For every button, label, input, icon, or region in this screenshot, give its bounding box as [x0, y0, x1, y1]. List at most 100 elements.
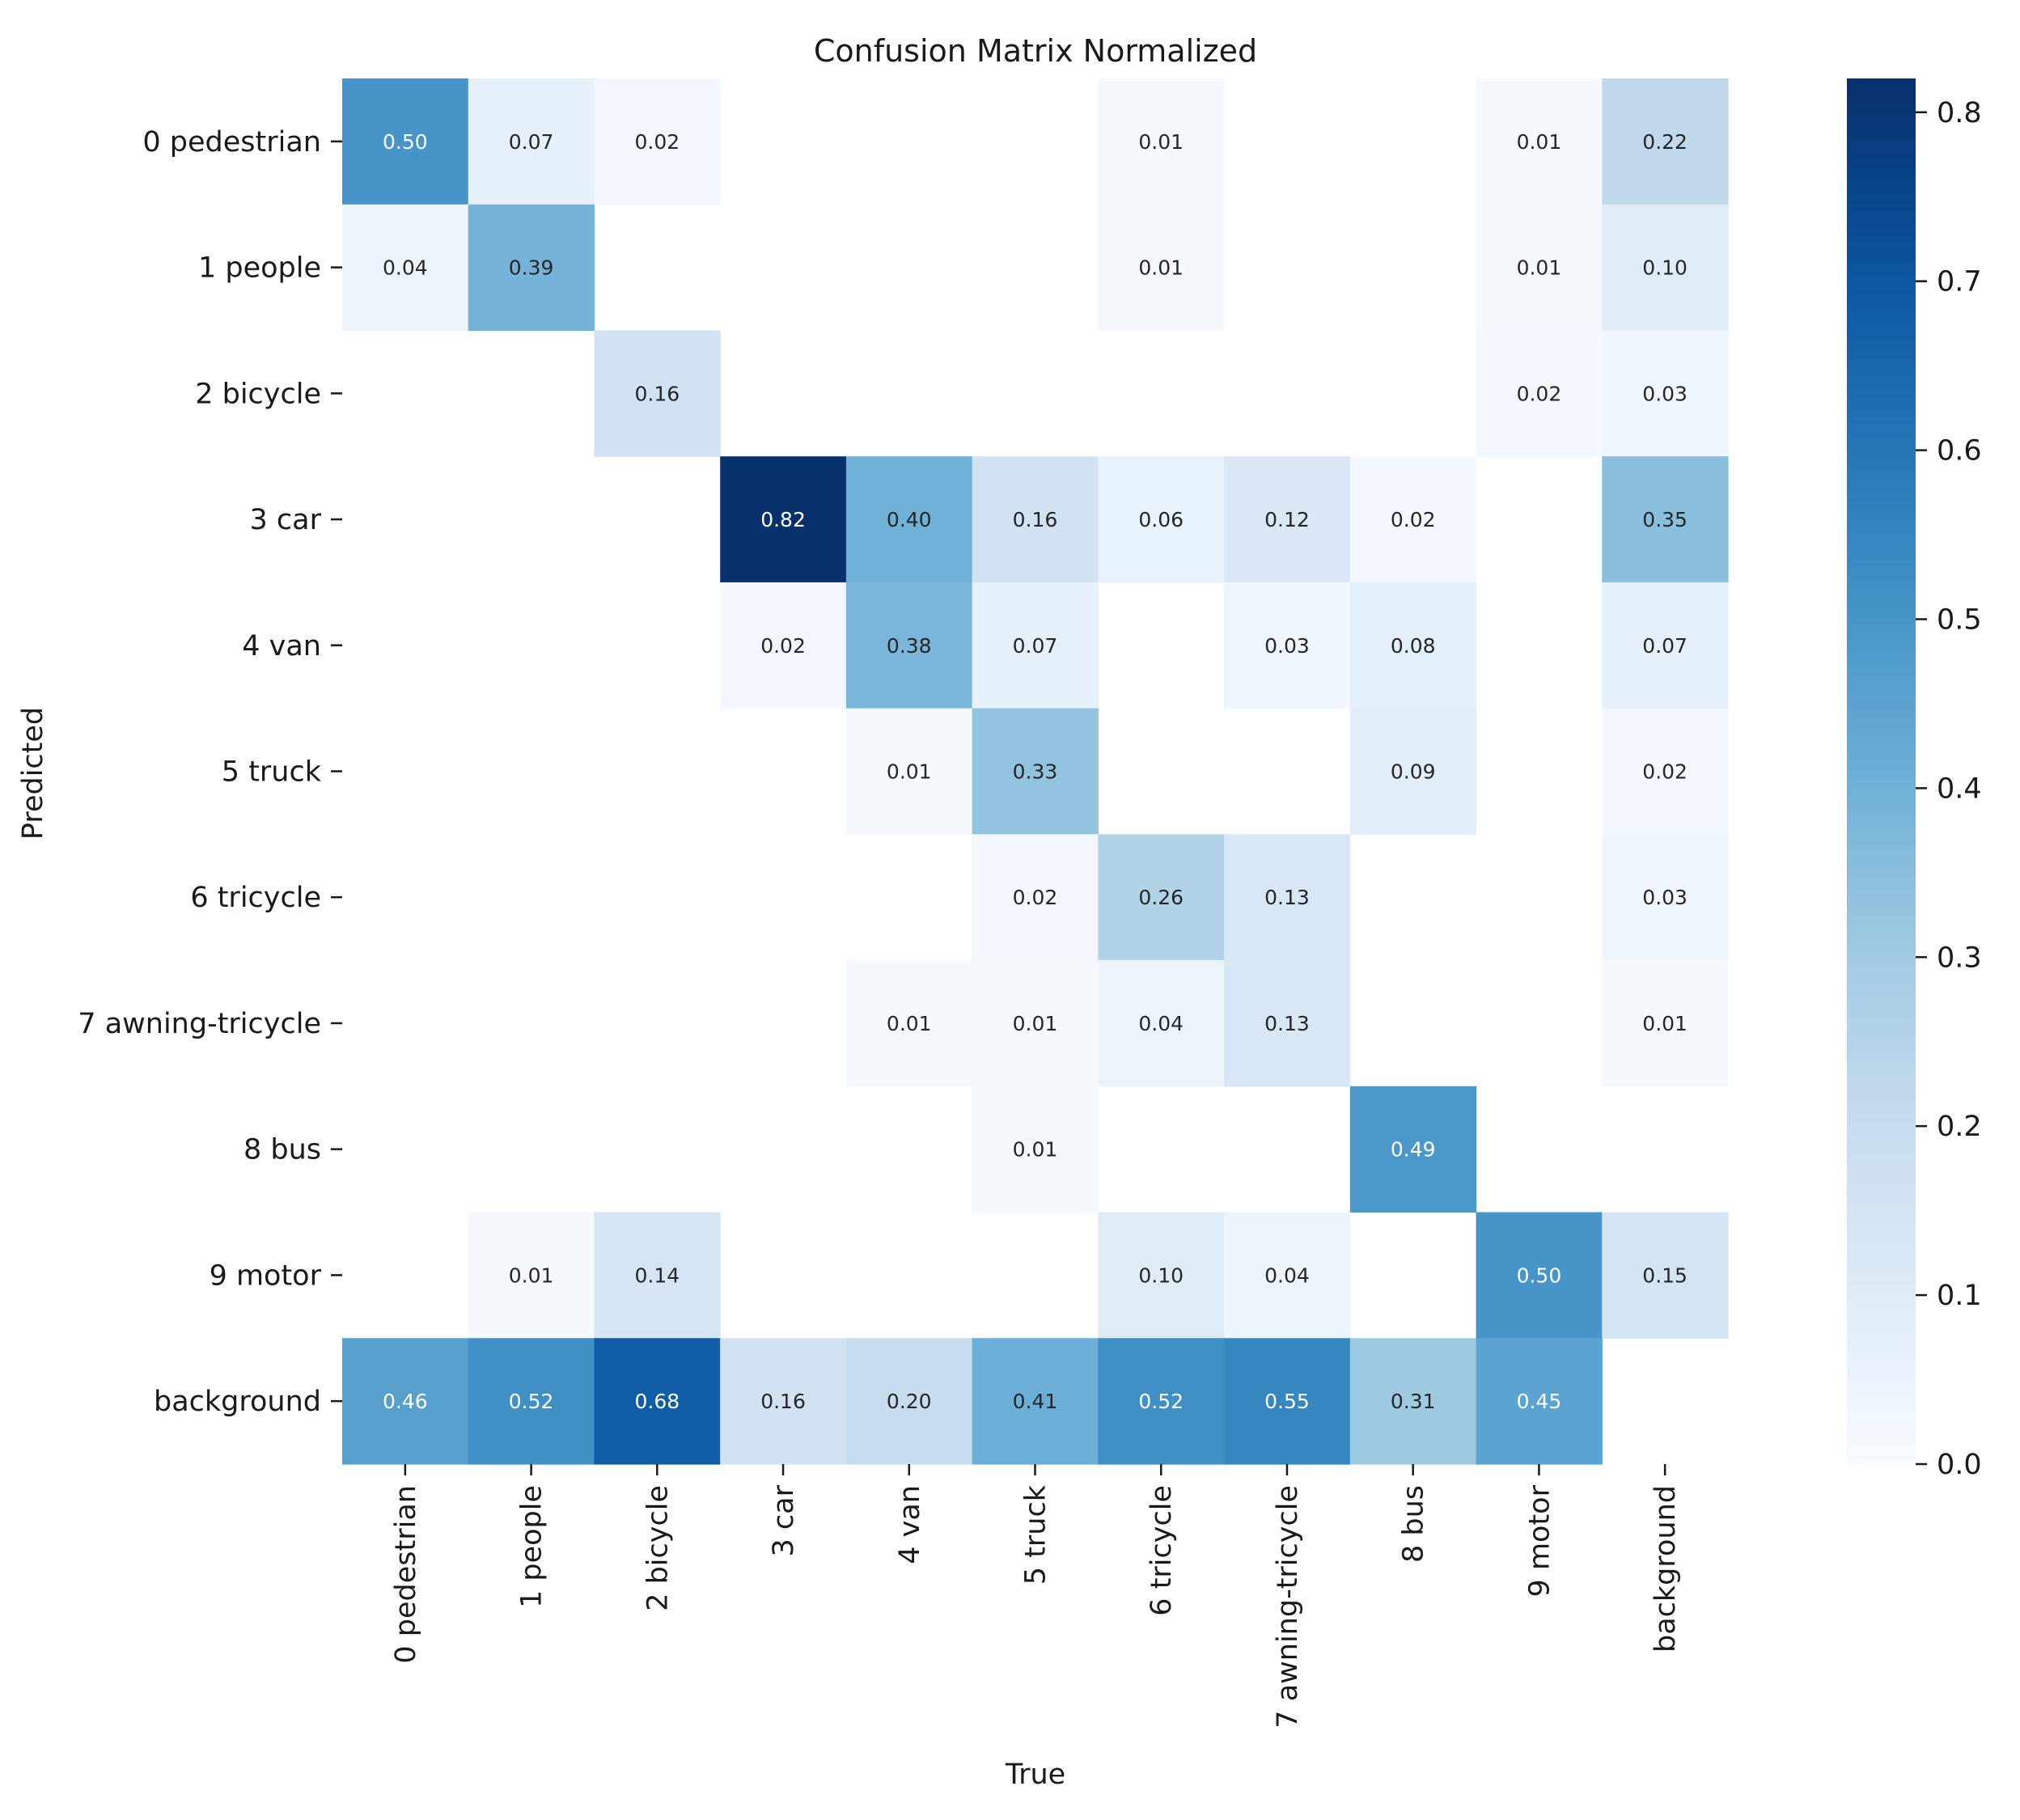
heatmap-cell [1602, 582, 1729, 709]
cell-value-label: 0.02 [634, 130, 680, 154]
heatmap-cell [1098, 456, 1225, 583]
colorbar-gradient [1847, 78, 1916, 1464]
heatmap-cell [1098, 834, 1225, 961]
heatmap-cell [1098, 1212, 1225, 1339]
cell-value-label: 0.01 [1642, 1012, 1688, 1035]
cell-value-label: 0.52 [509, 1390, 554, 1413]
heatmap-cell [1224, 1338, 1351, 1465]
cell-value-label: 0.50 [383, 130, 428, 154]
colorbar-tick-label: 0.3 [1937, 942, 1982, 974]
heatmap-cell [1602, 708, 1729, 835]
y-tick-label: 1 people [198, 252, 321, 285]
cell-value-label: 0.33 [1013, 760, 1058, 784]
heatmap-cells [342, 78, 1729, 1465]
y-tick-label: 0 pedestrian [142, 126, 321, 159]
cell-value-label: 0.13 [1264, 1012, 1310, 1035]
colorbar-tick-label: 0.2 [1937, 1111, 1982, 1143]
cell-value-label: 0.01 [509, 1263, 554, 1287]
heatmap-cell [594, 1338, 721, 1465]
heatmap-cell [720, 456, 847, 583]
heatmap-cell [972, 582, 1099, 709]
colorbar-tick-label: 0.4 [1937, 772, 1982, 805]
heatmap-cell [972, 960, 1099, 1087]
cell-value-label: 0.09 [1391, 760, 1436, 784]
heatmap-cell [468, 1212, 595, 1339]
cell-value-label: 0.13 [1264, 886, 1310, 909]
cell-value-label: 0.68 [634, 1390, 680, 1413]
cell-value-label: 0.38 [887, 634, 932, 658]
heatmap-cell [1602, 1212, 1729, 1339]
y-tick-label: 3 car [250, 504, 322, 536]
x-tick-label: 5 truck [1020, 1484, 1052, 1585]
cell-value-label: 0.26 [1138, 886, 1184, 909]
heatmap-cell [1602, 456, 1729, 583]
cell-value-label: 0.03 [1642, 382, 1688, 405]
heatmap-cell [1349, 708, 1477, 835]
x-tick-label: 2 bicycle [642, 1485, 674, 1611]
colorbar-tick-label: 0.8 [1937, 97, 1982, 129]
cell-value-label: 0.06 [1138, 508, 1184, 531]
cell-value-label: 0.02 [1013, 886, 1058, 909]
heatmap-cell [342, 1338, 469, 1465]
chart-title: Confusion Matrix Normalized [814, 33, 1257, 69]
colorbar-tick-label: 0.6 [1937, 435, 1982, 468]
cell-value-label: 0.01 [1013, 1012, 1058, 1035]
heatmap-cell [468, 78, 595, 205]
cell-value-label: 0.04 [1138, 1012, 1184, 1035]
heatmap-cell [1602, 204, 1729, 332]
cell-value-label: 0.02 [1391, 508, 1436, 531]
cell-value-label: 0.01 [887, 760, 932, 784]
cell-value-label: 0.10 [1138, 1263, 1184, 1287]
cell-value-label: 0.01 [1517, 130, 1562, 154]
heatmap-cell [1224, 1212, 1351, 1339]
heatmap-cell [1349, 1338, 1477, 1465]
cell-value-label: 0.02 [760, 634, 806, 658]
heatmap-cell [1476, 330, 1603, 457]
heatmap-cell [1476, 1338, 1603, 1465]
heatmap-cell [972, 456, 1099, 583]
heatmap-cell [1476, 78, 1603, 205]
cell-value-label: 0.39 [509, 256, 554, 280]
y-tick-label: 9 motor [210, 1259, 322, 1292]
y-axis-label: Predicted [17, 707, 49, 840]
cell-value-label: 0.03 [1264, 634, 1310, 658]
x-tick-label: 1 people [516, 1485, 548, 1608]
x-tick-label: 4 van [894, 1485, 926, 1564]
cell-value-label: 0.52 [1138, 1390, 1184, 1413]
heatmap-cell [972, 1338, 1099, 1465]
cell-value-label: 0.46 [383, 1390, 428, 1413]
colorbar-tick-label: 0.1 [1937, 1280, 1982, 1312]
cell-value-label: 0.04 [1264, 1263, 1310, 1287]
heatmap-cell [468, 204, 595, 332]
cell-value-label: 0.01 [1013, 1138, 1058, 1162]
cell-value-label: 0.22 [1642, 130, 1688, 154]
heatmap-cell [1224, 456, 1351, 583]
heatmap-cell [468, 1338, 595, 1465]
heatmap-cell [845, 1338, 973, 1465]
heatmap-cell [1098, 78, 1225, 205]
heatmap-cell [1098, 960, 1225, 1087]
colorbar-tick-label: 0.7 [1937, 266, 1982, 298]
cell-value-label: 0.01 [1517, 256, 1562, 280]
x-tick-label: 9 motor [1523, 1484, 1556, 1597]
heatmap-cell [1224, 960, 1351, 1087]
heatmap-cell [1476, 1212, 1603, 1339]
cell-value-label: 0.01 [1138, 256, 1184, 280]
cell-value-label: 0.31 [1391, 1390, 1436, 1413]
cell-value-label: 0.01 [1138, 130, 1184, 154]
cell-value-label: 0.07 [509, 130, 554, 154]
cell-value-label: 0.16 [760, 1390, 806, 1413]
y-axis-ticks: 0 pedestrian 1 people 2 bicycle 3 car 4 van 5… [78, 126, 342, 1418]
cell-value-label: 0.35 [1642, 508, 1688, 531]
heatmap-cell [594, 330, 721, 457]
cell-value-label: 0.50 [1517, 1263, 1562, 1287]
cell-value-label: 0.01 [887, 1012, 932, 1035]
cell-value-label: 0.15 [1642, 1263, 1688, 1287]
heatmap-cell [1349, 1086, 1477, 1213]
cell-value-label: 0.04 [383, 256, 428, 280]
colorbar-tick-label: 0.5 [1937, 603, 1982, 636]
heatmap-cell [845, 960, 973, 1087]
colorbar: 0.0 0.1 0.2 0.3 0.4 0.5 0.6 0.7 0.8 [1847, 78, 1982, 1481]
cell-value-label: 0.02 [1517, 382, 1562, 405]
